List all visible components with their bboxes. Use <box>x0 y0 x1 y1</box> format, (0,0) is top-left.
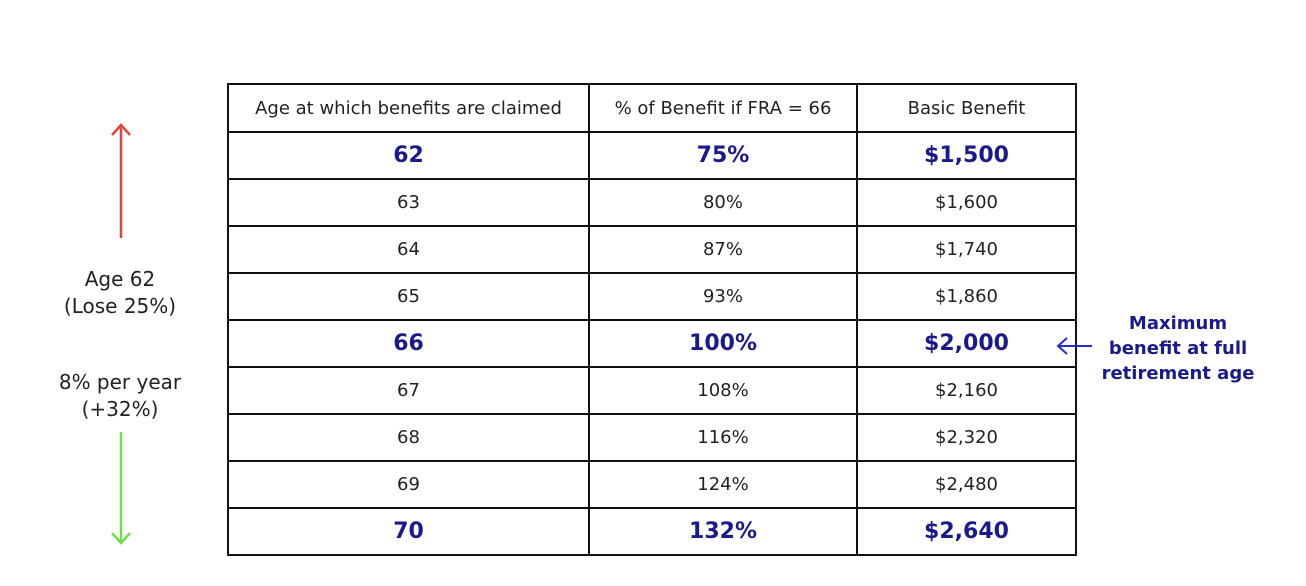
cell-percent: 93% <box>588 272 858 321</box>
cell-age: 70 <box>227 507 590 556</box>
gain-label: 8% per year (+32%) <box>40 369 200 423</box>
cell-age: 63 <box>227 178 590 227</box>
cell-benefit: $2,160 <box>856 366 1077 415</box>
cell-age: 62 <box>227 131 590 180</box>
cell-age: 65 <box>227 272 590 321</box>
cell-benefit: $2,000 <box>856 319 1077 368</box>
cell-age: 68 <box>227 413 590 462</box>
arrow-up-icon <box>111 123 131 238</box>
gain-label-line2: (+32%) <box>81 397 159 421</box>
table-row: 68 116% $2,320 <box>227 413 1077 462</box>
table-row: 66 100% $2,000 <box>227 319 1077 368</box>
cell-benefit: $2,320 <box>856 413 1077 462</box>
table-row: 64 87% $1,740 <box>227 225 1077 274</box>
lose-label-line2: (Lose 25%) <box>63 294 177 318</box>
max-benefit-note: Maximum benefit at full retirement age <box>1100 311 1256 386</box>
table-row: 63 80% $1,600 <box>227 178 1077 227</box>
arrow-down-icon <box>111 432 131 545</box>
cell-benefit: $2,480 <box>856 460 1077 509</box>
lose-label: Age 62 (Lose 25%) <box>40 266 200 320</box>
gain-label-line1: 8% per year <box>58 370 182 394</box>
cell-percent: 80% <box>588 178 858 227</box>
cell-percent: 75% <box>588 131 858 180</box>
cell-age: 67 <box>227 366 590 415</box>
header-percent: % of Benefit if FRA = 66 <box>588 83 858 133</box>
note-line1: Maximum <box>1128 313 1228 334</box>
cell-age: 64 <box>227 225 590 274</box>
table-row: 70 132% $2,640 <box>227 507 1077 556</box>
cell-benefit: $1,500 <box>856 131 1077 180</box>
cell-percent: 108% <box>588 366 858 415</box>
benefit-table: Age at which benefits are claimed % of B… <box>227 83 1077 556</box>
lose-label-line1: Age 62 <box>84 267 156 291</box>
header-age: Age at which benefits are claimed <box>227 83 590 133</box>
table-body: 62 75% $1,500 63 80% $1,600 64 87% $1,740 65 93% $1… <box>227 131 1077 556</box>
cell-benefit: $1,740 <box>856 225 1077 274</box>
note-line3: retirement age <box>1101 363 1255 384</box>
table-header-row: Age at which benefits are claimed % of B… <box>227 83 1077 133</box>
cell-age: 66 <box>227 319 590 368</box>
cell-benefit: $1,600 <box>856 178 1077 227</box>
cell-benefit: $1,860 <box>856 272 1077 321</box>
table-row: 65 93% $1,860 <box>227 272 1077 321</box>
cell-percent: 116% <box>588 413 858 462</box>
cell-percent: 100% <box>588 319 858 368</box>
table-row: 69 124% $2,480 <box>227 460 1077 509</box>
cell-percent: 124% <box>588 460 858 509</box>
table-row: 67 108% $2,160 <box>227 366 1077 415</box>
cell-percent: 87% <box>588 225 858 274</box>
cell-age: 69 <box>227 460 590 509</box>
cell-percent: 132% <box>588 507 858 556</box>
table-row: 62 75% $1,500 <box>227 131 1077 180</box>
header-benefit: Basic Benefit <box>856 83 1077 133</box>
cell-benefit: $2,640 <box>856 507 1077 556</box>
arrow-left-icon <box>1056 337 1092 355</box>
note-line2: benefit at full <box>1108 338 1248 359</box>
